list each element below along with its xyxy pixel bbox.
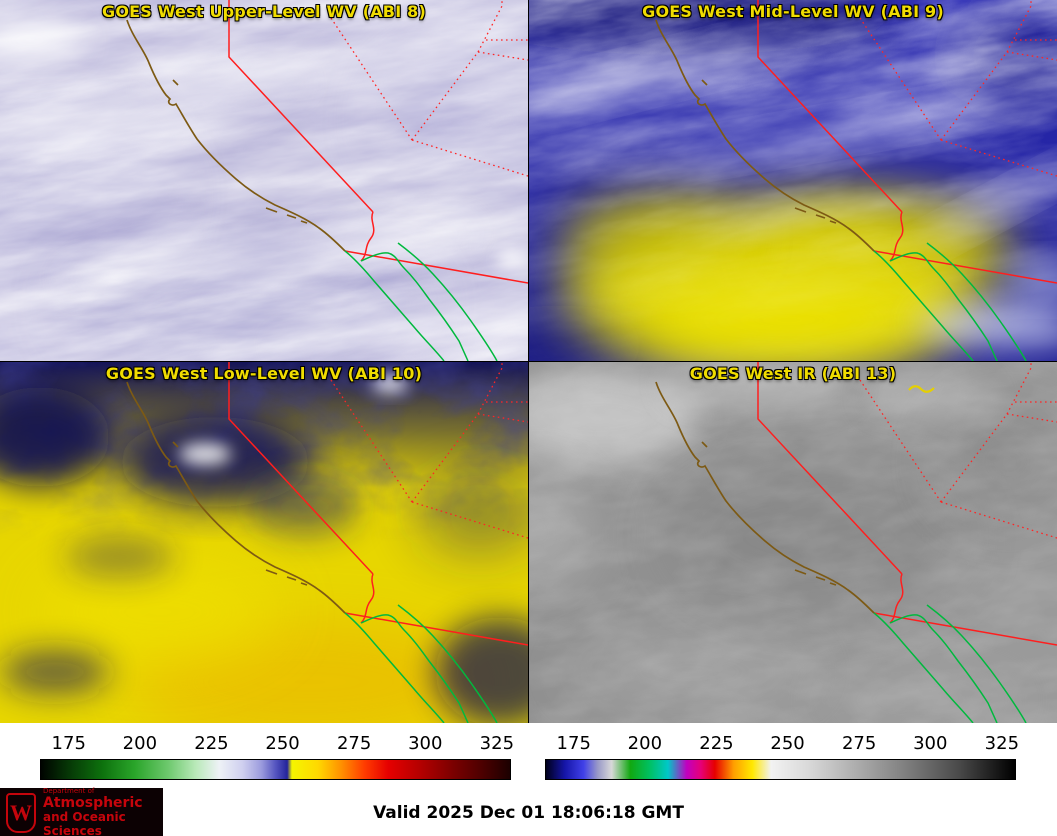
tick-label: 200 — [627, 733, 663, 754]
crest-letter: W — [10, 800, 32, 825]
tick-label: 325 — [984, 733, 1020, 754]
logo-text: Department of Atmospheric and Oceanic Sc… — [43, 786, 157, 836]
tick-label: 175 — [556, 733, 591, 754]
satellite-image-upper-wv — [0, 0, 528, 361]
ir-colorbar — [545, 759, 1016, 780]
uw-crest-w-icon: W — [6, 793, 36, 833]
tick-label: 200 — [122, 733, 158, 754]
ir-colorbar-ticks: 175 200 225 250 275 300 325 — [545, 733, 1020, 756]
tick-label: 300 — [408, 733, 443, 754]
ir-colorbar-block: 175 200 225 250 275 300 325 — [545, 733, 1020, 780]
tick-label: 275 — [336, 733, 372, 754]
tick-label: 175 — [51, 733, 86, 754]
tick-label: 225 — [699, 733, 734, 754]
panel-title-upper-level-wv: GOES West Upper-Level WV (ABI 8) — [102, 2, 426, 21]
logo-department-line: Department of — [43, 786, 95, 795]
footer: W Department of Atmospheric and Oceanic … — [0, 786, 1057, 836]
satellite-image-low-wv — [0, 362, 528, 723]
logo-atmospheric-line: Atmospheric — [43, 794, 143, 811]
panel-title-low-level-wv: GOES West Low-Level WV (ABI 10) — [105, 364, 423, 383]
tick-label: 300 — [913, 733, 948, 754]
satellite-image-mid-wv — [529, 0, 1057, 361]
colorbar-section: 175 200 225 250 275 300 325 175 200 225 … — [0, 733, 1057, 780]
panel-upper-level-wv: GOES West Upper-Level WV (ABI 8) — [0, 0, 528, 361]
hotspot-marker-icon — [908, 385, 935, 393]
tick-label: 325 — [479, 733, 515, 754]
panel-title-ir: GOES West IR (ABI 13) — [689, 364, 897, 383]
tick-label: 225 — [194, 733, 229, 754]
panel-ir: GOES West IR (ABI 13) — [529, 362, 1057, 723]
satellite-image-ir — [529, 362, 1057, 723]
wv-colorbar-block: 175 200 225 250 275 300 325 — [40, 733, 515, 780]
uw-aos-logo: W Department of Atmospheric and Oceanic … — [0, 786, 163, 836]
panel-low-level-wv: GOES West Low-Level WV (ABI 10) — [0, 362, 528, 723]
panel-title-mid-level-wv: GOES West Mid-Level WV (ABI 9) — [642, 2, 944, 21]
tick-label: 275 — [841, 733, 877, 754]
wv-colorbar — [40, 759, 511, 780]
valid-timestamp: Valid 2025 Dec 01 18:06:18 GMT — [373, 803, 684, 823]
satellite-panels-grid: GOES West Upper-Level WV (ABI 8) — [0, 0, 1057, 723]
tick-label: 250 — [770, 733, 805, 754]
wv-colorbar-ticks: 175 200 225 250 275 300 325 — [40, 733, 515, 756]
panel-mid-level-wv: GOES West Mid-Level WV (ABI 9) — [529, 0, 1057, 361]
logo-oceanic-line: and Oceanic Sciences — [43, 810, 126, 836]
tick-label: 250 — [265, 733, 300, 754]
